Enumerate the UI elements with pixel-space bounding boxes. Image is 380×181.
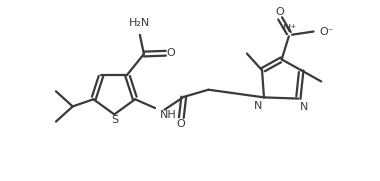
Text: H₂N: H₂N	[129, 18, 150, 28]
Text: N⁺: N⁺	[282, 24, 297, 34]
Text: O⁻: O⁻	[319, 26, 334, 37]
Text: O: O	[275, 7, 283, 17]
Text: N: N	[300, 102, 309, 112]
Text: O: O	[166, 48, 176, 58]
Text: NH: NH	[160, 110, 177, 120]
Text: O: O	[176, 119, 185, 129]
Text: S: S	[111, 115, 118, 125]
Text: N: N	[253, 101, 262, 111]
